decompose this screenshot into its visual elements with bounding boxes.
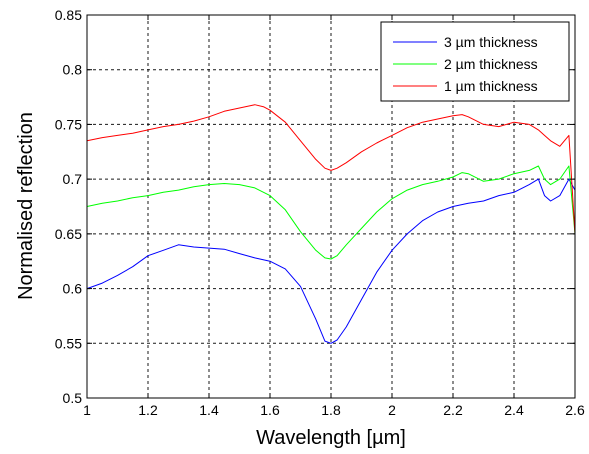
- legend: 3 µm thickness 2 µm thickness 1 µm thick…: [380, 21, 570, 102]
- x-tick-label: 2.4: [504, 402, 524, 418]
- y-tick-label: 0.85: [55, 7, 82, 23]
- legend-label-3um: 3 µm thickness: [444, 34, 538, 50]
- x-tick-label: 1.2: [138, 402, 158, 418]
- x-tick-label: 2.2: [443, 402, 463, 418]
- y-tick-label: 0.5: [63, 390, 83, 406]
- legend-label-2um: 2 µm thickness: [444, 56, 538, 72]
- legend-box: [380, 21, 570, 102]
- x-tick-label: 2: [388, 402, 396, 418]
- legend-label-1um: 1 µm thickness: [444, 78, 538, 94]
- y-tick-label: 0.55: [55, 335, 82, 351]
- series-line-2: [86, 165, 576, 260]
- tick-labels: 1 1.2 1.4 1.6 1.8 2 2.2 2.4 2.6 0.5 0.55 0.6 0.65 0.7…: [55, 7, 585, 418]
- y-tick-label: 0.6: [63, 281, 83, 297]
- y-tick-label: 0.65: [55, 226, 82, 242]
- series-line-1: [86, 178, 576, 344]
- grid: [87, 15, 575, 398]
- x-tick-label: 1.8: [321, 402, 341, 418]
- series-group: [86, 104, 576, 344]
- y-tick-label: 0.7: [63, 171, 83, 187]
- y-tick-label: 0.8: [63, 62, 83, 78]
- x-tick-label: 1.6: [260, 402, 280, 418]
- y-tick-label: 0.75: [55, 116, 82, 132]
- series-line-3: [86, 104, 576, 234]
- x-axis-label: Wavelength [µm]: [256, 427, 406, 449]
- x-tick-label: 1.4: [199, 402, 219, 418]
- x-tick-label: 2.6: [565, 402, 585, 418]
- ticks: [86, 14, 576, 399]
- x-tick-label: 1: [83, 402, 91, 418]
- y-axis-label: Normalised reflection: [15, 112, 37, 300]
